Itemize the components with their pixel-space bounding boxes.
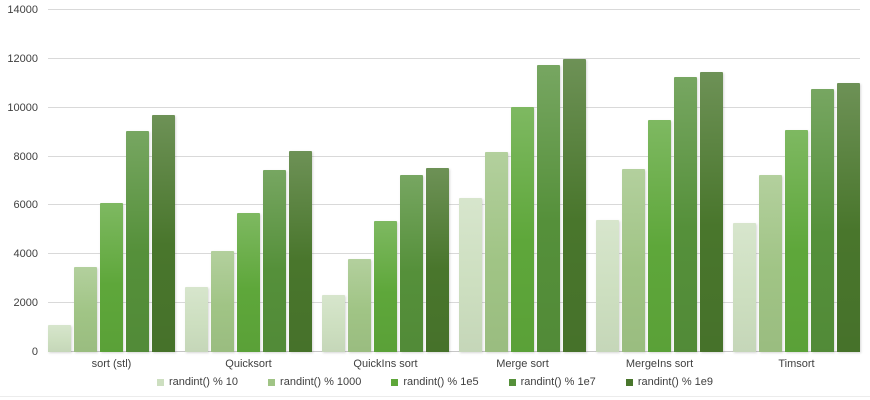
bar — [400, 174, 423, 352]
bar-group-timsort — [733, 83, 860, 352]
bar — [537, 65, 560, 352]
y-tick-label: 14000 — [7, 4, 38, 16]
bar — [759, 174, 782, 352]
bar — [648, 119, 671, 352]
bar — [211, 250, 234, 352]
bar — [126, 130, 149, 352]
legend-item: randint() % 1e9 — [625, 376, 714, 388]
bar — [322, 294, 345, 352]
legend-item: randint() % 1e7 — [508, 376, 596, 388]
legend-item: randint() % 10 — [156, 376, 239, 388]
bar — [563, 58, 586, 352]
legend-swatch-icon — [268, 378, 276, 386]
bar — [700, 72, 723, 352]
legend-swatch-icon — [391, 378, 399, 386]
bar-group-merge-sort — [459, 58, 586, 352]
x-category-label: QuickIns sort — [353, 358, 418, 370]
y-tick-label: 6000 — [13, 199, 38, 212]
y-tick-label: 0 — [31, 346, 38, 358]
bar — [152, 115, 175, 352]
bar-group-quickins-sort — [322, 167, 449, 352]
y-tick-label: 2000 — [13, 297, 38, 310]
legend-item: randint() % 1000 — [268, 376, 361, 388]
bar — [348, 259, 371, 352]
gridline — [48, 155, 860, 157]
plot-area — [48, 9, 860, 352]
bar — [485, 151, 508, 352]
bar-group-mergeins-sort — [596, 72, 723, 352]
bar — [622, 168, 645, 352]
bar — [48, 325, 71, 352]
bar — [185, 287, 208, 352]
bar — [596, 220, 619, 352]
legend-label: randint() % 10 — [168, 376, 239, 388]
legend-swatch-icon — [156, 378, 164, 386]
x-category-label: MergeIns sort — [625, 358, 694, 370]
legend-label: randint() % 1e9 — [637, 376, 714, 388]
bar — [733, 222, 756, 352]
bar — [426, 167, 449, 352]
legend-item: randint() % 1e5 — [391, 376, 479, 388]
x-category-label: Timsort — [778, 358, 815, 370]
x-category-label: Merge sort — [496, 358, 549, 370]
bar — [811, 89, 834, 352]
chart-bottom-border — [0, 396, 870, 397]
gridline — [48, 57, 860, 59]
bar — [237, 212, 260, 352]
gridline — [48, 9, 860, 10]
bar — [785, 129, 808, 352]
y-tick-label: 12000 — [7, 52, 38, 65]
bar — [263, 170, 286, 352]
bar — [459, 198, 482, 352]
legend-label: randint() % 1000 — [280, 376, 362, 388]
legend-label: randint() % 1e5 — [403, 376, 479, 388]
y-tick-label: 4000 — [13, 248, 38, 261]
x-axis-line — [48, 351, 860, 352]
bar-groups — [48, 10, 860, 352]
y-tick-label: 8000 — [13, 150, 38, 163]
bar — [74, 266, 97, 352]
x-category-label: Quicksort — [225, 358, 272, 370]
bar — [511, 106, 534, 352]
bar-group-quicksort — [185, 150, 312, 352]
gridline — [48, 253, 860, 255]
legend: randint() % 10 randint() % 1000 randint() … — [0, 376, 870, 388]
x-category-label: sort (stl) — [91, 358, 132, 370]
legend-swatch-icon — [625, 378, 633, 386]
bar-group-sort-stl- — [48, 115, 175, 352]
bar — [837, 83, 860, 352]
legend-swatch-icon — [508, 378, 516, 386]
legend-label: randint() % 1e7 — [520, 376, 596, 388]
bar — [674, 77, 697, 352]
y-tick-label: 10000 — [7, 101, 38, 114]
gridline — [48, 106, 860, 108]
bar — [100, 203, 123, 352]
gridline — [48, 204, 860, 206]
bar — [289, 150, 312, 352]
gridline — [48, 302, 860, 304]
y-axis: 0 2000 4000 6000 8000 10000 12000 14000 — [0, 0, 40, 370]
bar — [374, 221, 397, 352]
x-axis: sort (stl) Quicksort QuickIns sort Merge so… — [48, 358, 860, 371]
